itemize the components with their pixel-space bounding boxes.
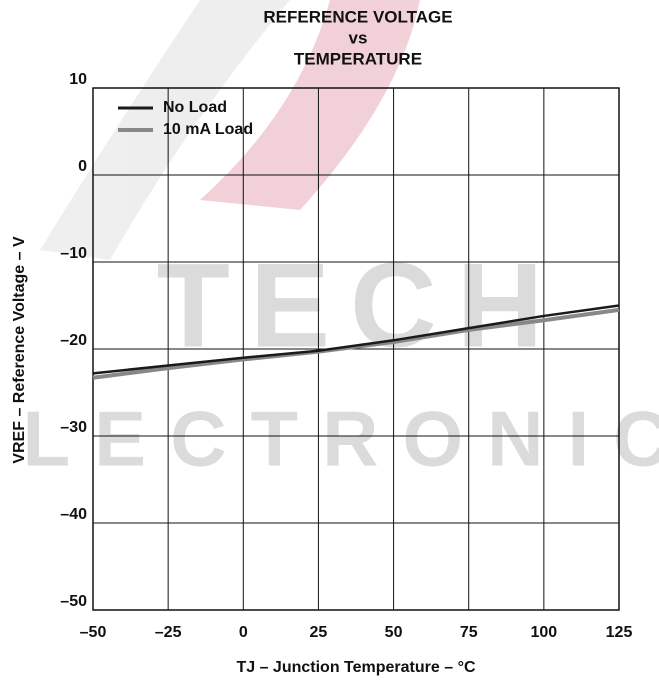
x-tick-label: –50 xyxy=(80,624,107,641)
y-tick-label: 10 xyxy=(69,71,87,88)
legend-label: No Load xyxy=(163,99,227,116)
y-tick-label: –20 xyxy=(60,332,87,349)
series-line xyxy=(92,304,620,375)
x-tick-label: 50 xyxy=(385,624,403,641)
watermark-text: TECH xyxy=(157,239,564,373)
x-tick-label: 100 xyxy=(531,624,558,641)
chart-title: vs xyxy=(349,28,368,47)
y-tick-label: –30 xyxy=(60,419,87,436)
watermark-swoosh xyxy=(40,0,420,260)
series-line xyxy=(92,307,620,380)
x-tick-label: 25 xyxy=(310,624,328,641)
x-axis-label: TJ – Junction Temperature – °C xyxy=(236,659,475,676)
y-tick-label: –40 xyxy=(60,506,87,523)
x-tick-label: 125 xyxy=(606,624,633,641)
plot-frame xyxy=(92,87,620,611)
x-tick-label: –25 xyxy=(155,624,182,641)
x-tick-label: 75 xyxy=(460,624,478,641)
watermark-text: ELECTRONIC xyxy=(0,395,659,483)
x-tick-label: 0 xyxy=(239,624,248,641)
chart-title: REFERENCE VOLTAGE xyxy=(263,7,452,26)
legend-label: 10 mA Load xyxy=(163,121,253,138)
y-tick-label: –50 xyxy=(60,593,87,610)
chart-title: TEMPERATURE xyxy=(294,49,422,68)
y-tick-label: 0 xyxy=(78,158,87,175)
y-tick-label: –10 xyxy=(60,245,87,262)
y-axis-label: VREF – Reference Voltage – V xyxy=(11,236,28,464)
